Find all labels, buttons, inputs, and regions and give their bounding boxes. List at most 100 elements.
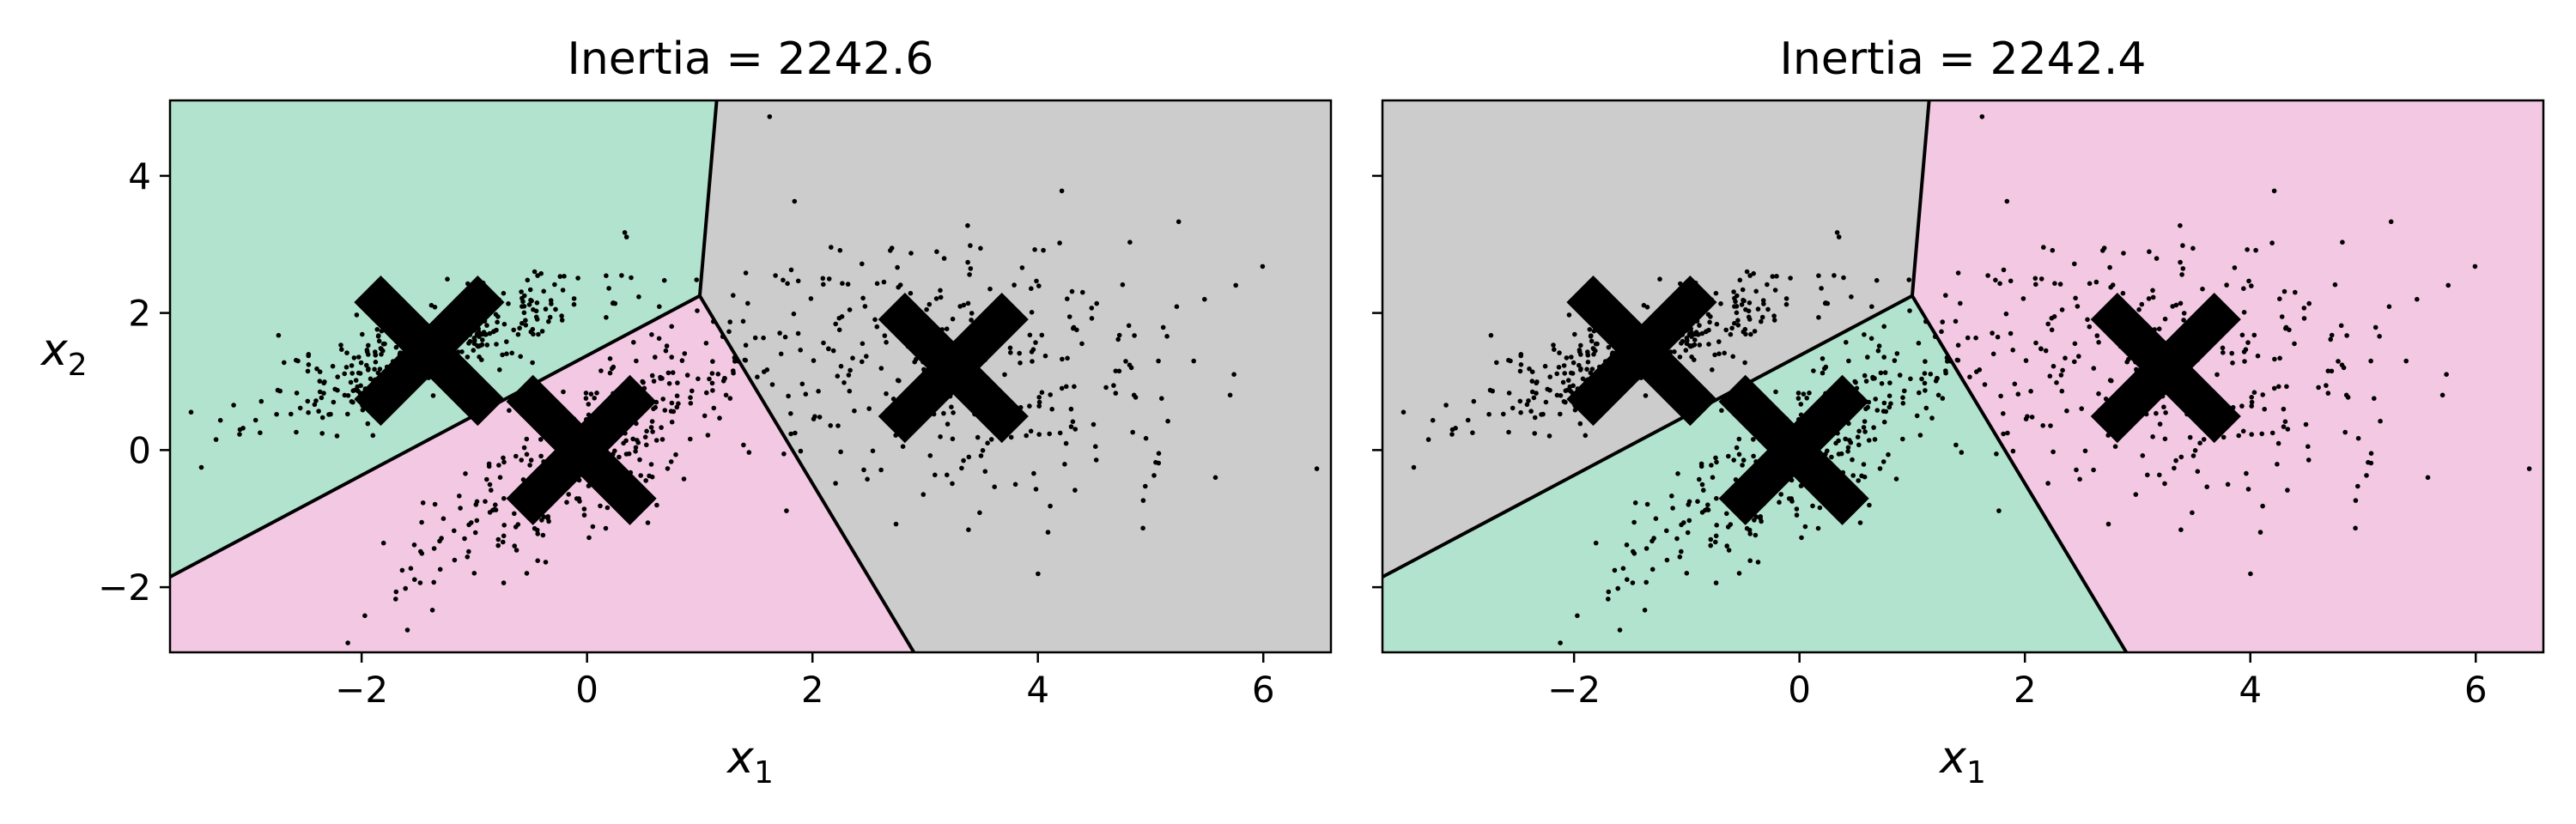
data-point xyxy=(2038,346,2044,352)
data-point xyxy=(2087,281,2093,287)
data-point xyxy=(1955,358,1961,363)
data-point xyxy=(519,289,524,294)
data-point xyxy=(1713,455,1718,461)
data-point xyxy=(1829,454,1834,460)
data-point xyxy=(1567,384,1573,390)
data-point xyxy=(2272,356,2277,362)
data-point xyxy=(1928,372,1934,377)
data-point xyxy=(2005,430,2010,436)
data-point xyxy=(1156,460,1162,466)
data-point xyxy=(606,286,611,291)
data-point xyxy=(1057,240,1062,245)
data-point xyxy=(2050,363,2057,369)
data-point xyxy=(355,388,361,394)
data-point xyxy=(1740,287,1746,293)
x-axis-label-left: x1 xyxy=(726,732,774,791)
centroid-stroke xyxy=(506,374,657,525)
data-point xyxy=(321,391,326,396)
data-point xyxy=(1669,494,1674,499)
data-point xyxy=(2277,296,2282,302)
data-point xyxy=(2049,315,2055,321)
data-point xyxy=(535,558,540,563)
data-point xyxy=(1539,412,1544,417)
data-point xyxy=(2028,389,2033,394)
data-point xyxy=(645,520,651,525)
data-point xyxy=(2293,289,2298,295)
data-point xyxy=(2439,392,2445,398)
data-point xyxy=(541,514,547,519)
data-point xyxy=(865,476,870,482)
data-point xyxy=(462,536,467,542)
data-point xyxy=(1488,332,1494,338)
data-point xyxy=(1866,438,1872,443)
data-point xyxy=(1995,334,2001,340)
data-point xyxy=(1807,391,1812,396)
data-point xyxy=(1771,318,1777,323)
data-point xyxy=(1695,499,1700,504)
data-point xyxy=(523,323,529,328)
data-point xyxy=(1908,376,1913,382)
data-point xyxy=(1554,392,1560,398)
data-point xyxy=(1115,336,1121,342)
data-point xyxy=(2353,498,2359,503)
data-point xyxy=(322,379,327,385)
data-point xyxy=(533,314,539,320)
data-point xyxy=(408,566,414,571)
data-point xyxy=(872,317,878,323)
data-point xyxy=(1012,282,1017,288)
data-point xyxy=(1816,315,1821,320)
data-point xyxy=(945,472,950,478)
data-point xyxy=(975,434,981,440)
data-point xyxy=(1506,391,1512,396)
data-point xyxy=(1072,427,1078,432)
data-point xyxy=(933,472,938,478)
data-point xyxy=(493,312,499,318)
data-point xyxy=(566,492,571,497)
data-point xyxy=(870,448,876,454)
data-point xyxy=(837,247,843,253)
data-point xyxy=(1849,294,1854,300)
data-point xyxy=(1894,351,1900,356)
y-axis-label-main: x xyxy=(39,324,69,376)
data-point xyxy=(1699,482,1705,488)
data-point xyxy=(1577,362,1582,368)
data-point xyxy=(2403,358,2409,364)
data-point xyxy=(1747,273,1753,278)
data-point xyxy=(1532,415,1538,421)
data-point xyxy=(1729,325,1735,331)
data-point xyxy=(2444,372,2449,378)
data-point xyxy=(1526,398,1531,403)
data-point xyxy=(884,340,889,345)
data-point xyxy=(2173,302,2179,308)
data-point xyxy=(1593,540,1599,546)
data-point xyxy=(504,351,509,357)
data-point xyxy=(1400,409,1406,415)
data-point xyxy=(835,423,841,428)
data-point xyxy=(1732,320,1737,326)
data-point xyxy=(2195,469,2201,474)
data-point xyxy=(522,293,527,299)
data-point xyxy=(282,360,287,366)
data-point xyxy=(1585,360,1591,365)
data-point xyxy=(2050,247,2056,253)
data-point xyxy=(610,366,615,372)
data-point xyxy=(671,409,677,415)
data-point xyxy=(2239,332,2245,338)
data-point xyxy=(2325,391,2331,396)
data-point xyxy=(1151,473,1157,478)
data-point xyxy=(1856,442,1862,448)
data-point xyxy=(2121,251,2126,256)
data-point xyxy=(1815,525,1821,531)
data-point xyxy=(2120,290,2126,296)
data-point xyxy=(355,384,361,390)
data-point xyxy=(2094,333,2100,338)
data-point xyxy=(2150,288,2155,294)
data-point xyxy=(1861,462,1867,467)
data-point xyxy=(1165,418,1170,424)
data-point xyxy=(1804,396,1809,401)
data-point xyxy=(808,296,814,301)
data-point xyxy=(1846,358,1851,364)
data-point xyxy=(2187,434,2193,440)
data-point xyxy=(1093,457,1099,463)
data-point xyxy=(1191,358,1196,364)
